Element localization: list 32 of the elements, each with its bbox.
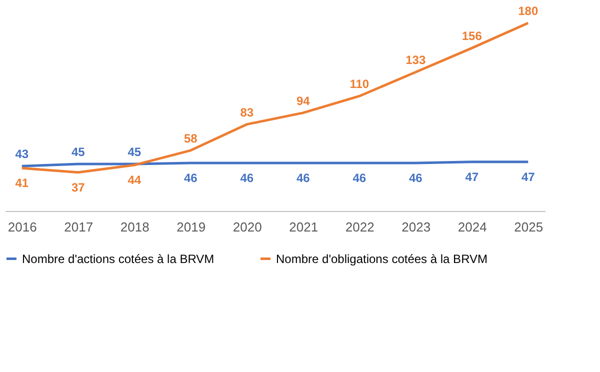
x-tick-label: 2016 [8, 220, 37, 234]
x-tick-label: 2024 [458, 220, 487, 234]
x-tick-label: 2022 [345, 220, 374, 234]
data-label: 37 [71, 180, 86, 194]
data-label: 43 [15, 147, 29, 162]
data-label: 133 [406, 53, 426, 68]
data-label: 83 [240, 105, 254, 120]
data-label: 46 [240, 170, 254, 185]
data-label: 46 [352, 170, 366, 185]
data-label: 41 [15, 176, 29, 190]
data-label: 110 [350, 77, 370, 92]
data-label: 44 [128, 173, 142, 188]
data-label: 46 [408, 170, 423, 185]
data-label: 94 [296, 94, 310, 108]
x-tick-label: 2020 [232, 220, 262, 234]
data-label: 45 [71, 145, 86, 159]
data-label: 180 [518, 4, 538, 18]
data-label: 156 [462, 29, 482, 44]
data-label: 46 [296, 170, 310, 185]
x-tick-label: 2019 [176, 220, 206, 234]
x-tick-label: 2018 [120, 220, 150, 234]
legend-label: Nombre d'actions cotées à la BRVM [22, 252, 214, 266]
x-tick-label: 2025 [514, 220, 544, 234]
data-label: 47 [465, 170, 479, 184]
data-label: 46 [184, 170, 198, 185]
x-tick-label: 2023 [402, 220, 431, 234]
x-tick-label: 2021 [289, 220, 318, 234]
data-label: 47 [521, 170, 536, 184]
legend-label: Nombre d'obligations cotées à la BRVM [276, 252, 488, 266]
data-label: 45 [128, 145, 142, 159]
data-label: 58 [184, 131, 198, 146]
x-tick-label: 2017 [64, 220, 94, 234]
